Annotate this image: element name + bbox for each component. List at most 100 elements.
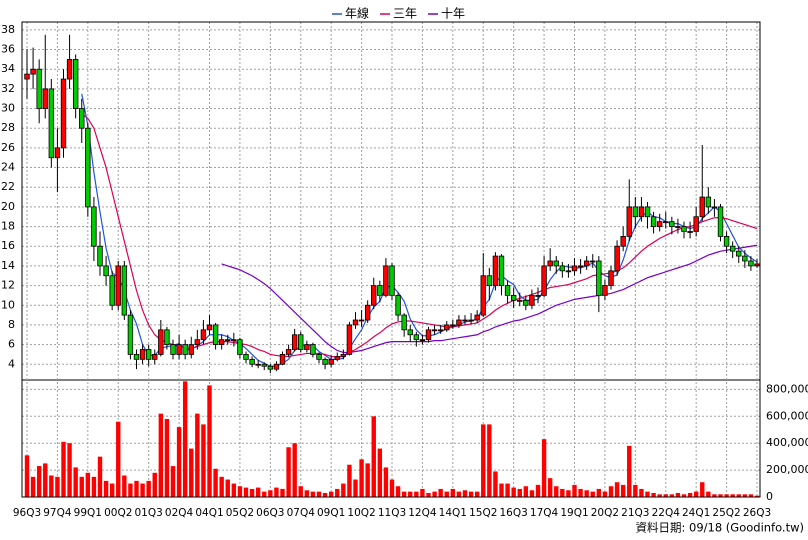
candle-body — [352, 319, 359, 326]
volume-bar — [639, 488, 644, 497]
candle-body — [608, 270, 614, 286]
x-tick-label: 19Q1 — [560, 507, 588, 519]
volume-bar — [736, 494, 741, 497]
candle-body — [748, 260, 754, 267]
volume-bar — [401, 491, 407, 497]
volume-bar — [219, 476, 224, 497]
y-tick-label: 10 — [1, 298, 15, 311]
x-tick-label: 09Q1 — [317, 507, 345, 519]
volume-bar — [377, 448, 383, 497]
volume-bar — [742, 494, 748, 497]
volume-bars — [24, 381, 760, 497]
x-tick-label: 01Q3 — [135, 507, 163, 519]
y-tick-label: 24 — [1, 161, 15, 174]
volume-bar — [529, 490, 535, 497]
candle-body — [225, 339, 231, 342]
candle-body — [729, 245, 736, 252]
candle-body — [97, 245, 103, 267]
candle-body — [249, 358, 255, 365]
volume-bar — [669, 494, 675, 497]
volume-bar — [408, 491, 413, 497]
volume-bar — [85, 472, 91, 497]
candle-body — [389, 265, 395, 296]
volume-bar — [511, 487, 516, 497]
candle-body — [535, 295, 541, 297]
candle-body — [602, 285, 608, 296]
volume-bar — [286, 447, 291, 497]
x-tick-label: 25Q2 — [712, 507, 740, 519]
legend-label: 十年 — [441, 7, 465, 21]
y-tick-label: 22 — [1, 180, 15, 193]
volume-bar — [134, 480, 139, 497]
volume-bar — [523, 486, 529, 497]
volume-bar — [395, 486, 401, 497]
candle-body — [450, 324, 456, 327]
y-tick-label: 14 — [1, 259, 15, 272]
plot-background — [22, 22, 760, 497]
candle-body — [413, 334, 420, 341]
candle-body — [164, 329, 170, 345]
candle-body — [340, 354, 347, 357]
volume-bar — [730, 494, 735, 497]
y-tick-label: 36 — [1, 43, 15, 56]
volume-bar — [541, 439, 547, 497]
volume-bar — [712, 494, 717, 497]
volume-bar — [24, 455, 30, 497]
candle-body — [571, 265, 578, 272]
moving-averages — [81, 93, 758, 367]
candle-body — [200, 329, 207, 341]
volume-bar — [116, 421, 121, 497]
candle-body — [322, 358, 328, 365]
x-tick-label: 07Q4 — [287, 507, 316, 519]
x-tick-label: 00Q2 — [104, 507, 132, 519]
candle-body — [66, 58, 73, 80]
volume-bar — [468, 491, 474, 497]
candle-body — [285, 349, 292, 355]
candle-body — [742, 255, 748, 262]
volume-bar — [97, 456, 103, 497]
volume-bar — [182, 381, 188, 497]
candle-body — [237, 339, 243, 355]
volume-bar — [61, 441, 66, 497]
volume-bar — [49, 475, 54, 497]
y-tick-label: 18 — [1, 220, 15, 233]
volume-bar — [450, 488, 456, 497]
volume-bar — [620, 484, 626, 497]
volume-bar — [128, 483, 133, 497]
candle-body — [304, 344, 310, 350]
candle-body — [316, 354, 322, 360]
candle-body — [42, 88, 48, 109]
candle-body — [456, 319, 462, 326]
volume-bar — [754, 495, 760, 497]
candle-body — [754, 263, 760, 267]
candle-body — [486, 275, 493, 286]
candle-body — [577, 265, 584, 268]
candle-body — [425, 329, 432, 341]
volume-bar — [608, 486, 614, 497]
volume-bar — [347, 464, 352, 497]
candle-body — [121, 265, 128, 316]
candle-body — [310, 344, 316, 355]
plot-frame — [21, 21, 761, 498]
volume-bar — [310, 491, 316, 497]
y2-tick-label: 200,000 — [766, 463, 808, 476]
y2-tick-label: 600,000 — [766, 409, 808, 422]
volume-bar — [700, 482, 705, 497]
candle-body — [72, 58, 79, 109]
candle-body — [632, 206, 639, 218]
volume-bar — [341, 483, 346, 497]
volume-bar — [195, 413, 200, 497]
volume-bar — [493, 471, 498, 497]
volume-bar — [335, 488, 340, 497]
volume-bar — [596, 488, 602, 497]
candle-body — [504, 285, 511, 296]
candle-body — [298, 334, 304, 350]
volume-bar — [432, 491, 437, 497]
volume-bar — [371, 416, 376, 497]
candle-body — [170, 344, 176, 355]
candle-body — [395, 295, 401, 316]
y-tick-label: 20 — [1, 200, 15, 213]
x-tick-label: 21Q3 — [621, 507, 649, 519]
candle-body — [291, 334, 298, 350]
candle-body — [614, 245, 620, 272]
